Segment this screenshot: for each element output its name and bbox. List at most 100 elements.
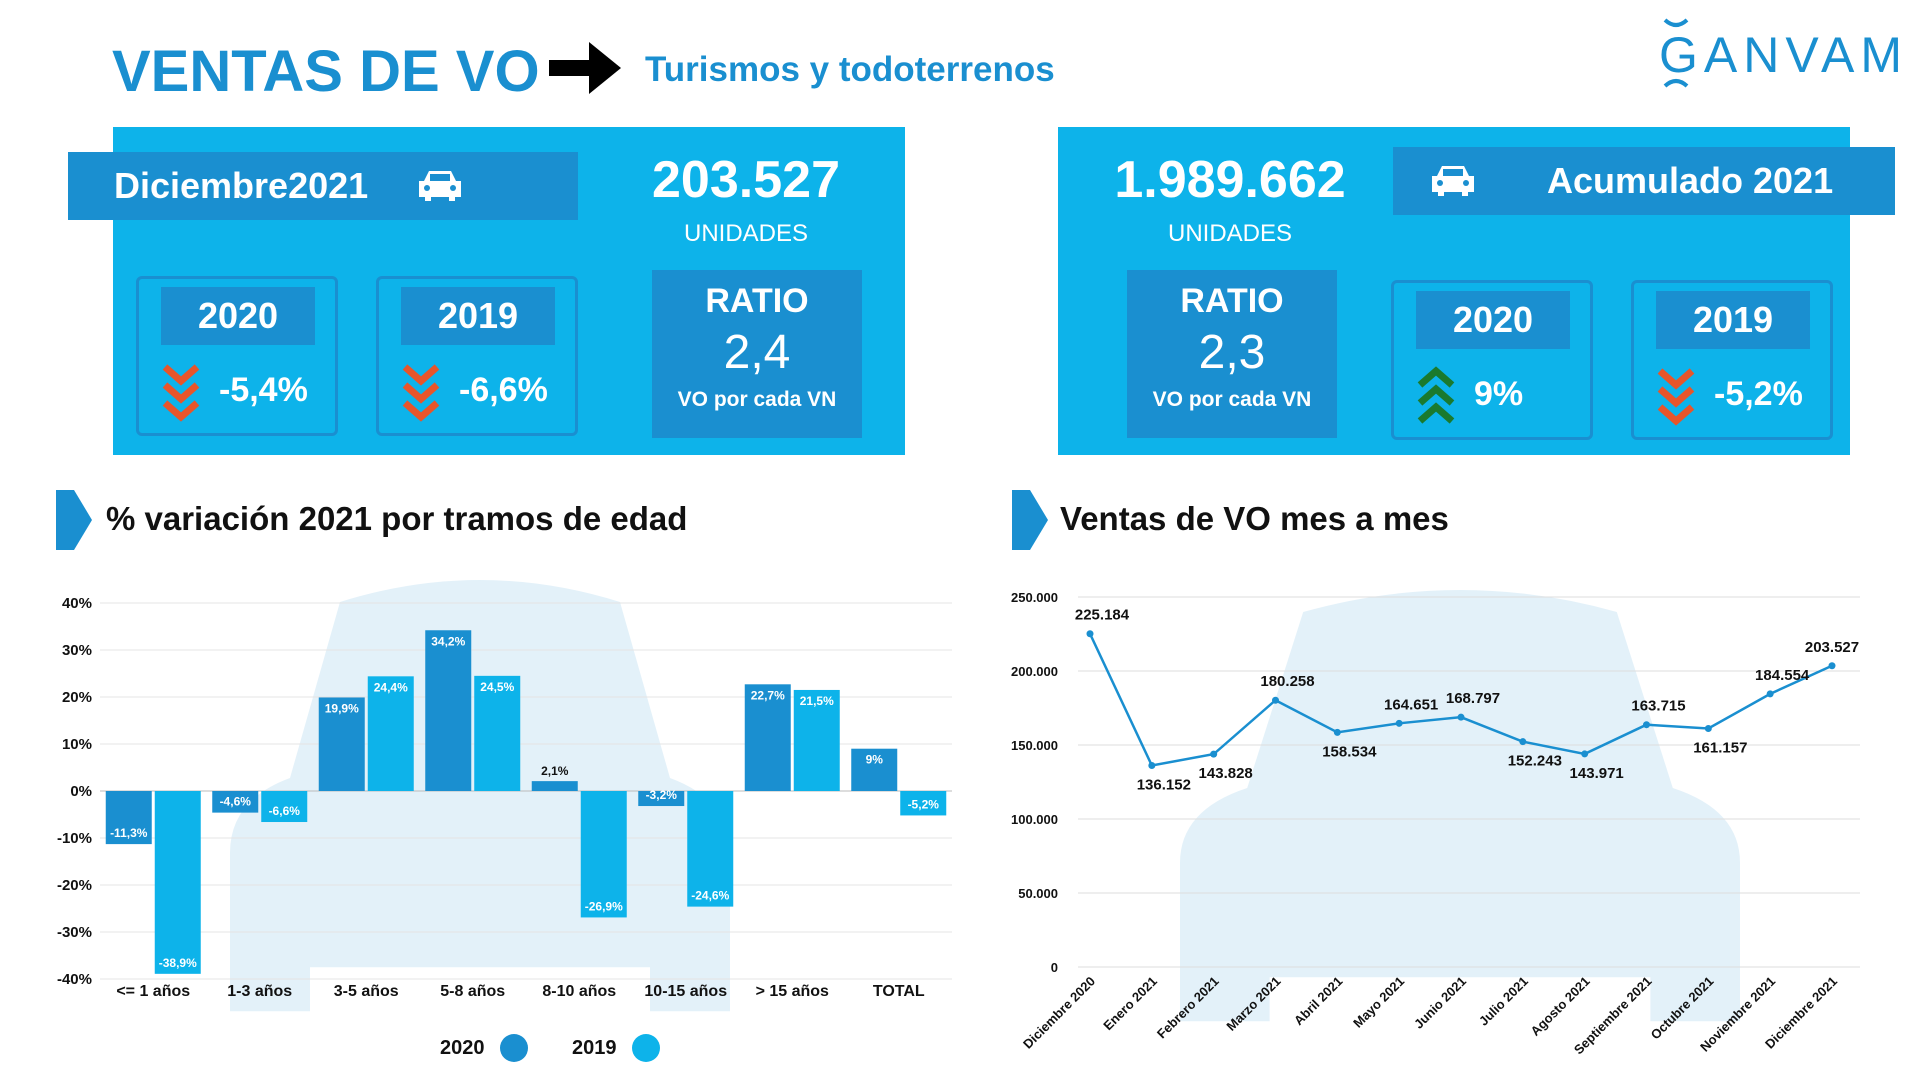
card-year: 2020 — [161, 287, 315, 345]
data-label: 180.258 — [1260, 673, 1314, 690]
data-label: 24,4% — [374, 680, 408, 694]
data-label: 19,9% — [325, 701, 359, 715]
data-label: 2,1% — [541, 764, 569, 778]
card-change: -5,2% — [1714, 375, 1803, 413]
data-label: 158.534 — [1322, 743, 1377, 760]
legend-label: 2020 — [440, 1037, 485, 1059]
ratio-value: 2,3 — [1198, 326, 1266, 379]
data-label: 152.243 — [1508, 753, 1562, 770]
data-label: -6,6% — [269, 804, 301, 818]
data-point — [1643, 721, 1650, 729]
data-point — [1766, 690, 1774, 698]
bar-2020 — [318, 697, 365, 791]
data-label: 163.715 — [1631, 698, 1685, 715]
x-tick-label: <= 1 años — [116, 983, 190, 1000]
data-label: -11,3% — [110, 826, 148, 840]
data-label: 22,7% — [751, 688, 785, 702]
y-tick-label: 100.000 — [1011, 812, 1058, 827]
card-year: 2020 — [1416, 291, 1570, 349]
car-icon — [1432, 166, 1474, 196]
section-marker-icon — [1012, 490, 1048, 550]
ratio-box-monthly: RATIO 2,4 VO por cada VN — [652, 270, 862, 438]
data-point — [1148, 761, 1156, 769]
y-tick-label: 30% — [62, 642, 92, 659]
page-title: VENTAS DE VO — [112, 39, 540, 104]
ratio-caption: VO por cada VN — [677, 388, 837, 411]
x-tick-label: 5-8 años — [440, 983, 505, 1000]
bar-2019 — [367, 676, 414, 791]
x-tick-label: Junio 2021 — [1411, 974, 1469, 1032]
y-tick-label: 200.000 — [1011, 664, 1058, 679]
x-tick-label: Abril 2021 — [1291, 974, 1346, 1029]
y-tick-label: 150.000 — [1011, 738, 1058, 753]
data-label: 184.554 — [1755, 667, 1810, 684]
section-marker-icon — [56, 490, 92, 550]
bar-2019 — [687, 791, 734, 907]
ratio-value: 2,4 — [723, 326, 791, 379]
ratio-title: RATIO — [1180, 282, 1284, 320]
x-tick-label: Mayo 2021 — [1350, 974, 1407, 1031]
data-label: 225.184 — [1075, 607, 1130, 624]
y-tick-label: -30% — [57, 924, 92, 941]
x-tick-label: 1-3 años — [227, 983, 292, 1000]
legend-swatch — [632, 1034, 660, 1062]
x-tick-label: TOTAL — [873, 983, 925, 1000]
x-tick-label: 8-10 años — [542, 983, 616, 1000]
data-label: -5,2% — [908, 797, 940, 811]
arrow-right-icon — [549, 42, 621, 94]
cumulative-units-value: 1.989.662 — [1114, 151, 1346, 209]
ratio-caption: VO por cada VN — [1152, 388, 1312, 411]
car-icon — [419, 171, 461, 201]
data-label: 161.157 — [1693, 739, 1747, 756]
y-tick-label: -10% — [57, 830, 92, 847]
down-arrows-icon — [402, 364, 440, 422]
up-arrows-icon — [1417, 366, 1455, 424]
y-tick-label: 50.000 — [1018, 886, 1058, 901]
monthly-units-value: 203.527 — [652, 151, 840, 209]
period-label: Acumulado 2021 — [1547, 160, 1834, 201]
data-label: 21,5% — [800, 694, 834, 708]
down-arrows-icon — [1657, 368, 1695, 426]
y-tick-label: 10% — [62, 736, 92, 753]
card-2019-monthly: 2019 -6,6% — [376, 276, 578, 436]
ratio-title: RATIO — [705, 282, 809, 320]
page-subtitle: Turismos y todoterrenos — [645, 50, 1055, 89]
bar-2020 — [638, 791, 685, 807]
y-tick-label: 0 — [1051, 960, 1058, 975]
data-label: 164.651 — [1384, 696, 1438, 713]
car-watermark — [1180, 590, 1740, 1022]
legend-label: 2019 — [572, 1037, 617, 1059]
bar-2019 — [580, 791, 627, 918]
card-year: 2019 — [1656, 291, 1810, 349]
y-tick-label: 0% — [70, 783, 92, 800]
data-point — [1272, 696, 1279, 704]
x-tick-label: > 15 años — [756, 983, 829, 1000]
data-label: -3,2% — [646, 788, 678, 802]
y-tick-label: -40% — [57, 971, 92, 988]
bar-section-title: % variación 2021 por tramos de edad — [106, 500, 688, 537]
data-label: 136.152 — [1137, 776, 1191, 793]
data-point — [1395, 719, 1403, 727]
x-tick-label: Enero 2021 — [1100, 974, 1160, 1034]
y-tick-label: 20% — [62, 689, 92, 706]
card-change: 9% — [1474, 375, 1524, 413]
period-band: Acumulado 2021 — [1393, 147, 1895, 215]
data-point — [1457, 713, 1465, 721]
card-2019-cumulative: 2019 -5,2% — [1631, 280, 1833, 440]
y-tick-label: 40% — [62, 595, 92, 612]
period-label: Diciembre2021 — [114, 165, 369, 206]
bar-2019 — [900, 791, 947, 816]
x-tick-label: 3-5 años — [334, 983, 399, 1000]
data-point — [1828, 662, 1836, 670]
data-point — [1581, 750, 1589, 758]
card-change: -5,4% — [219, 371, 308, 409]
data-point — [1210, 750, 1218, 758]
data-label: 9% — [866, 753, 884, 767]
data-label: -24,6% — [691, 889, 729, 903]
bar-2020 — [851, 748, 898, 791]
data-label: 168.797 — [1446, 690, 1500, 707]
card-2020-monthly: 2020 -5,4% — [136, 276, 338, 436]
bar-2019 — [793, 689, 840, 791]
y-tick-label: 250.000 — [1011, 590, 1058, 605]
bar-2020 — [425, 630, 472, 791]
